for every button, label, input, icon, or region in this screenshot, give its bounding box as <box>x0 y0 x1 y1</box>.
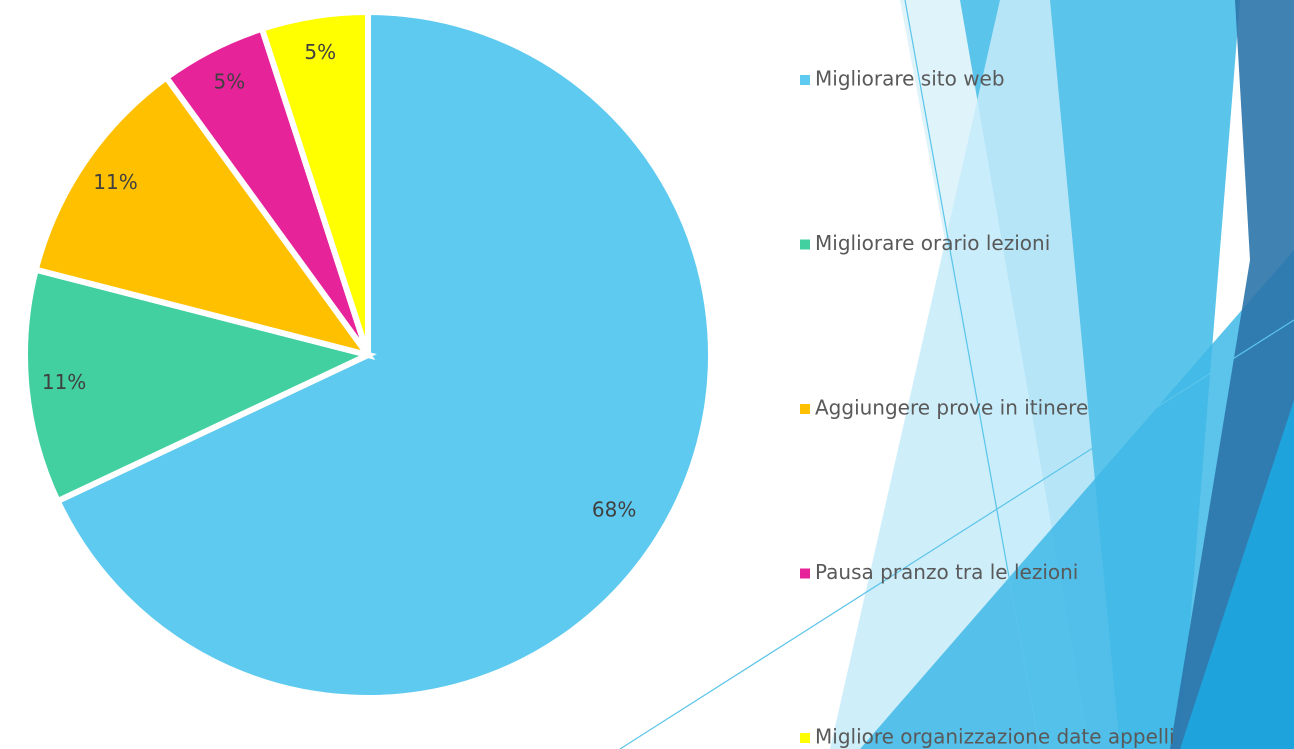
pie: 68% 11% 11% 5% 5% <box>22 8 714 701</box>
legend: Migliorare sito web Migliorare orario lez… <box>800 67 1175 749</box>
background-decoration <box>619 0 1294 749</box>
deco-line <box>619 319 1294 749</box>
legend-swatch <box>800 239 810 250</box>
legend-swatch <box>800 733 810 743</box>
legend-label: Migliorare orario lezioni <box>815 231 1050 255</box>
pie-slice <box>22 266 377 506</box>
data-label: 5% <box>214 70 246 94</box>
legend-swatch <box>800 404 810 414</box>
data-label: 11% <box>93 170 137 194</box>
legend-label: Migliorare sito web <box>815 67 1005 91</box>
data-label: 11% <box>42 370 86 394</box>
pie-slice <box>53 8 714 701</box>
legend-swatch <box>800 568 810 579</box>
deco-shape <box>1180 400 1294 749</box>
data-label: 68% <box>592 498 636 522</box>
legend-label: Migliore organizzazione date appelli <box>815 725 1175 749</box>
deco-line <box>904 0 1041 749</box>
legend-label: Aggiungere prove in itinere <box>815 396 1088 420</box>
data-label: 5% <box>304 40 336 64</box>
legend-swatch <box>800 75 810 85</box>
deco-shape <box>860 250 1294 749</box>
legend-label: Pausa pranzo tra le lezioni <box>815 560 1078 584</box>
pie-slice <box>258 8 371 356</box>
pie-slice <box>32 73 376 360</box>
